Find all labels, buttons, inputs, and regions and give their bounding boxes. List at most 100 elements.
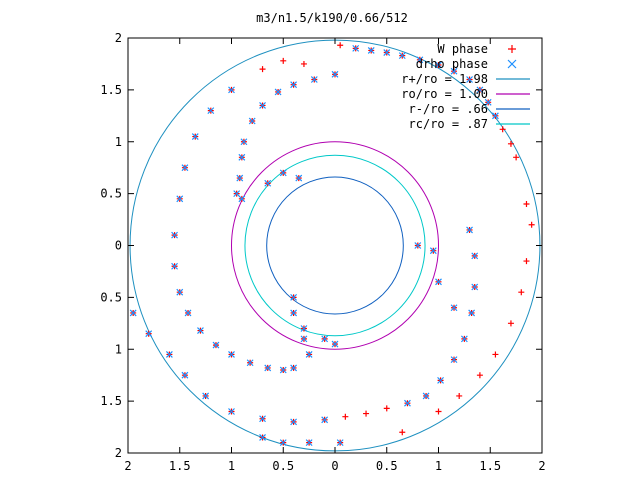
point-0-25 [300, 60, 307, 67]
data-points [129, 42, 535, 447]
point-1-1 [367, 47, 375, 54]
y-tick-label-6: 1 [115, 135, 122, 149]
point-1-36 [129, 309, 137, 317]
point-0-69 [435, 408, 442, 415]
point-0-76 [528, 221, 535, 228]
point-1-31 [212, 341, 220, 349]
point-1-27 [171, 262, 178, 270]
point-0-77 [523, 201, 530, 207]
y-tick-label-2: 1 [115, 342, 122, 356]
point-1-25 [176, 195, 184, 203]
point-1-17 [240, 138, 248, 146]
x-tick-label-2: 1 [228, 459, 235, 473]
point-0-14 [513, 154, 520, 161]
point-1-37 [145, 330, 153, 338]
point-1-26 [171, 231, 178, 239]
legend-swatch-0 [508, 45, 516, 53]
point-0-74 [518, 289, 525, 296]
point-1-9 [484, 98, 492, 106]
point-1-23 [191, 133, 199, 140]
point-0-73 [507, 320, 514, 327]
point-1-68 [264, 179, 272, 187]
point-1-29 [184, 309, 192, 317]
point-0-27 [259, 66, 266, 73]
point-1-50 [468, 309, 476, 317]
point-1-35 [279, 366, 287, 374]
point-1-59 [321, 335, 329, 343]
point-1-40 [202, 392, 210, 400]
legend-label-2: r+/ro = 1.98 [401, 72, 488, 86]
point-1-69 [238, 195, 246, 203]
point-1-66 [295, 174, 303, 182]
point-1-45 [404, 399, 411, 407]
x-tick-label-3: 0.5 [272, 459, 294, 473]
point-1-20 [233, 190, 241, 198]
point-1-11 [331, 70, 339, 78]
point-1-65 [290, 364, 298, 372]
y-tick-label-5: 0.5 [100, 187, 122, 201]
point-1-72 [435, 278, 442, 286]
x-tick-label-7: 1.5 [479, 459, 501, 473]
point-1-46 [422, 392, 430, 400]
x-tick-label-1: 1.5 [169, 459, 191, 473]
point-1-8 [476, 86, 484, 94]
point-0-70 [456, 392, 463, 399]
y-tick-label-8: 2 [115, 31, 122, 45]
circle-3 [244, 154, 426, 337]
point-1-39 [181, 371, 189, 379]
point-0-12 [499, 126, 506, 133]
y-tick-label-1: 1.5 [100, 394, 122, 408]
point-1-28 [176, 288, 184, 296]
point-1-62 [290, 293, 298, 301]
point-1-10 [492, 112, 499, 120]
point-1-14 [274, 88, 282, 96]
point-1-63 [300, 335, 308, 343]
point-1-7 [466, 76, 473, 83]
point-0-0 [337, 42, 344, 49]
point-1-5 [435, 61, 442, 69]
point-1-42 [259, 415, 266, 423]
legend-label-5: rc/ro = .87 [409, 117, 488, 131]
point-1-64 [305, 351, 313, 358]
point-1-24 [181, 164, 189, 172]
point-1-61 [290, 309, 298, 317]
point-1-43 [290, 418, 298, 426]
point-1-3 [398, 52, 406, 60]
point-1-73 [450, 304, 458, 312]
point-1-21 [228, 86, 235, 94]
point-1-41 [228, 408, 235, 415]
x-tick-label-6: 1 [435, 459, 442, 473]
point-1-33 [246, 359, 254, 367]
x-tick-label-8: 2 [538, 459, 545, 473]
point-1-67 [279, 169, 287, 177]
point-1-47 [437, 376, 444, 384]
x-tick-label-4: 0 [331, 459, 338, 473]
point-1-54 [336, 439, 344, 447]
point-1-52 [471, 252, 479, 260]
point-1-38 [165, 351, 173, 358]
point-0-26 [280, 57, 287, 64]
point-0-13 [507, 140, 514, 147]
point-1-30 [197, 327, 204, 334]
point-1-58 [331, 340, 339, 348]
point-1-57 [259, 434, 266, 441]
point-1-70 [414, 242, 422, 249]
legend-label-0: W phase [437, 42, 488, 56]
point-1-34 [264, 364, 272, 372]
point-1-2 [383, 49, 391, 56]
chart-title: m3/n1.5/k190/0.66/512 [256, 11, 408, 25]
point-0-54 [383, 405, 390, 412]
point-1-56 [279, 439, 287, 447]
circle-2 [266, 176, 404, 315]
point-1-44 [321, 416, 329, 424]
point-0-52 [342, 413, 349, 420]
point-1-71 [429, 247, 437, 255]
point-1-48 [450, 356, 458, 364]
point-1-22 [207, 107, 215, 115]
legend-label-4: r-/ro = .66 [409, 102, 488, 116]
point-1-18 [238, 153, 246, 161]
point-0-75 [523, 258, 530, 265]
